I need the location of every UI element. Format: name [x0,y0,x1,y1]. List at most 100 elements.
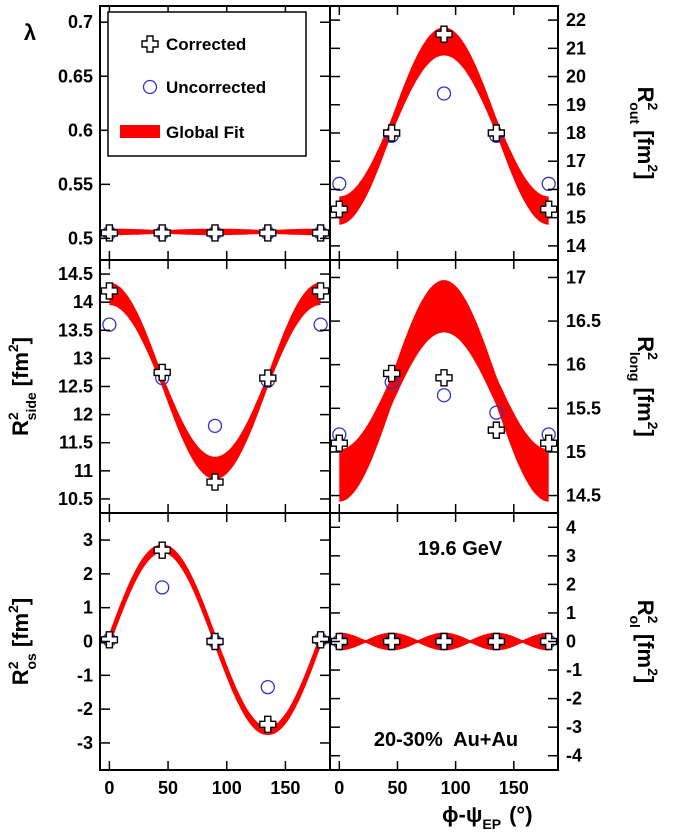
corrected-point [153,224,171,242]
y-tick-label: 14 [566,236,586,256]
y-tick-label: 14 [73,292,93,312]
legend-fit-swatch [120,125,160,138]
uncorrected-point [436,86,452,101]
legend-circle-marker [142,79,158,95]
legend-label-corrected: Corrected [166,35,246,54]
y-tick-label: 11 [74,461,93,481]
y-tick-label: -1 [77,665,93,685]
y-tick-label: 11.5 [59,433,93,453]
y-tick-label: 16.5 [566,311,601,331]
corrected-point [100,224,119,242]
legend-label-uncorrected: Uncorrected [166,78,266,97]
y-tick-label: -3 [77,733,93,753]
uncorrected-point [436,388,452,403]
corrected-point [487,632,506,651]
y-axis-label-ylabel-unit-sup: 2 [5,605,21,613]
x-axis-label-unit: (°) [509,802,532,827]
uncorrected-point [102,317,117,332]
annotation-centrality: 20-30% Au+Au [374,729,518,751]
y-axis-label-ylabel-sup: 2 [645,352,661,360]
y-axis-label: R2long[fm2] [627,336,661,437]
corrected-point [435,632,453,651]
y-axis-label: R2 os[fm2] [5,598,39,685]
y-tick-label: 21 [566,38,586,58]
uncorrected-point [489,405,504,420]
y-axis-label-ylabel-unit: [fm [633,130,658,164]
y-tick-label: -2 [566,689,582,709]
x-tick-label: 0 [104,778,114,798]
y-tick-label: 19 [566,95,586,115]
corrected-point [487,421,506,439]
y-axis-label-ylabel-unit-sup: 2 [645,164,661,172]
y-axis-label-ylabel-sub: side [23,392,39,420]
y-axis-label-ylabel: R [8,669,33,685]
y-axis-label-ylabel-unit: [fm [8,613,33,647]
y-axis-label-ylabel: R [8,420,33,436]
x-tick-label: 50 [158,778,178,798]
y-axis-label-ylabel: R [633,600,658,616]
corrected-point [382,632,401,651]
corrected-point [259,369,277,387]
corrected-point [311,282,330,300]
y-axis-label-ylabel-unit: [fm [633,634,658,668]
y-axis-label-ylabel-unit-sup: 2 [645,668,661,676]
y-tick-label: -4 [566,746,582,766]
y-axis-label-ylabel: R [633,336,658,352]
y-axis-label: R2ol[fm2] [627,600,661,683]
corrected-point [330,434,349,452]
x-axis-label-main: ϕ-ψ [442,802,482,827]
y-tick-label: 4 [566,517,576,537]
uncorrected-point [207,418,223,434]
y-axis-label: R2 side[fm2] [5,337,39,436]
y-axis-label: λ [24,20,36,45]
y-axis-label-ylabel-unit-end: ] [8,598,33,605]
y-tick-label: 2 [566,574,576,594]
y-axis-label: R2out[fm2] [627,87,661,180]
y-tick-label: 17 [566,267,586,287]
corrected-point [259,715,277,734]
y-axis-label-ylabel-unit-end: ] [8,337,33,344]
y-tick-label: 22 [566,10,586,30]
x-axis-label-sub: EP [482,816,501,832]
y-axis-label-ylabel-sub: out [627,102,643,124]
fit-band [339,280,549,502]
y-tick-label: 16 [566,355,586,375]
corrected-point [487,124,506,142]
y-tick-label: 3 [83,530,93,550]
y-axis-label-ylabel-unit-end: ] [633,172,658,179]
y-tick-label: 2 [83,564,93,584]
corrected-point [206,632,224,651]
legend: Corrected Uncorrected Global Fit [107,11,307,157]
y-tick-label: 0 [566,632,576,652]
corrected-point [435,25,453,43]
uncorrected-point [313,317,328,332]
fit-band [339,27,549,225]
legend-cross-marker [141,35,159,53]
fit-band [109,282,321,480]
x-tick-label: 150 [499,778,529,798]
annotation-energy: 19.6 GeV [418,538,503,560]
y-tick-label: -1 [566,660,582,680]
y-tick-label: 20 [566,67,586,87]
y-tick-label: 1 [83,598,93,618]
y-tick-label: 3 [566,546,576,566]
y-axis-label-ylabel-sub: ol [627,615,643,627]
uncorrected-point [155,580,170,595]
y-tick-label: 0.6 [68,120,93,140]
y-tick-label: 0.5 [68,228,93,248]
y-tick-label: 0.65 [58,66,93,86]
y-axis-label-ylabel-unit: [fm [633,387,658,421]
y-axis-label-ylabel-unit-end: ] [633,676,658,683]
corrected-point [206,224,224,242]
corrected-point [311,631,330,649]
y-tick-label: 0 [83,632,93,652]
y-axis-label-ylabel-unit-sup: 2 [5,344,21,352]
corrected-point [259,224,277,242]
y-tick-label: 13 [73,348,93,368]
y-tick-label: -2 [77,699,93,719]
uncorrected-point [260,680,275,695]
